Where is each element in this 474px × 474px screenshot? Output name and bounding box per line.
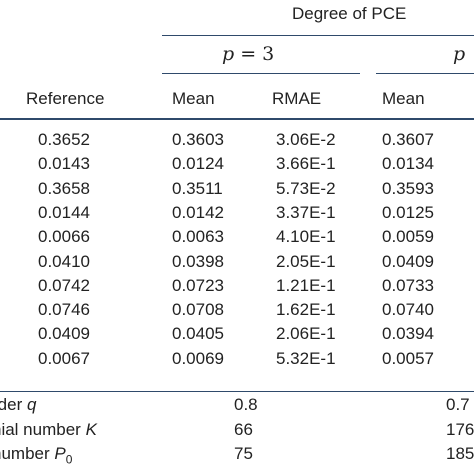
group-rule [162,35,474,36]
reference-cell: 0.3658 [38,178,90,198]
footer-label: rder q [0,395,37,414]
mean-cell: 0.3603 [172,130,224,149]
mean2-cell: 0.0057 [382,348,434,368]
body-bottom-rule [0,391,474,392]
footer-value: 75 [234,444,253,463]
mean2-cell: 0.3593 [382,178,434,198]
reference-cell: 0.0409 [38,324,90,344]
footer-label: nial number K [0,419,97,439]
rmae-cell: 5.32E-1 [276,348,336,368]
rmae-cell: 2.06E-1 [276,324,336,344]
mean2-cell: 0.3607 [382,130,434,149]
footer-value: 66 [234,419,253,439]
mean-cell: 0.0398 [172,251,224,271]
header-bottom-rule [0,118,474,120]
mean-cell: 0.0124 [172,154,224,174]
rmae-cell: 3.66E-1 [276,154,336,174]
mean-col-header-2: Mean [382,89,425,108]
mean-cell: 0.0063 [172,227,224,247]
rmae-cell: 1.62E-1 [276,300,336,320]
footer-value-2: 0.7 [446,395,470,414]
p-next-rule [376,73,474,74]
mean2-cell: 0.0409 [382,251,434,271]
reference-cell: 0.0746 [38,300,90,320]
p-next-label: p [453,43,466,65]
rmae-col-header: RMAE [272,89,322,108]
rmae-cell: 2.05E-1 [276,251,336,271]
rmae-cell: 4.10E-1 [276,227,336,247]
group-title: Degree of PCE [292,4,407,23]
mean2-cell: 0.0125 [382,202,434,222]
footer-value-2: 185 [446,444,474,463]
footer-value: 0.8 [234,395,258,414]
reference-cell: 0.0410 [38,251,90,271]
footer-value-2: 176 [446,419,474,439]
p3-label: p = 3 [222,43,275,65]
mean-cell: 0.0405 [172,324,224,344]
reference-cell: 0.0144 [38,202,90,222]
mean-cell: 0.0723 [172,275,224,295]
mean2-cell: 0.0394 [382,324,434,344]
mean-cell: 0.3511 [172,178,223,198]
reference-cell: 0.0742 [38,275,90,295]
rmae-cell: 5.73E-2 [276,178,336,198]
mean-cell: 0.0069 [172,348,224,368]
reference-col-header: Reference [26,89,105,108]
reference-cell: 0.0066 [38,227,90,247]
p3-rule [162,73,360,74]
mean-col-header: Mean [172,89,215,108]
mean-cell: 0.0142 [172,202,224,222]
reference-cell: 0.3652 [38,130,90,149]
rmae-cell: 1.21E-1 [276,275,336,295]
footer-label: number P0 [0,444,73,467]
mean2-cell: 0.0134 [382,154,434,174]
reference-cell: 0.0067 [38,348,90,368]
mean2-cell: 0.0059 [382,227,434,247]
mean-cell: 0.0708 [172,300,224,320]
mean2-cell: 0.0733 [382,275,434,295]
rmae-cell: 3.37E-1 [276,202,336,222]
rmae-cell: 3.06E-2 [276,130,336,149]
mean2-cell: 0.0740 [382,300,434,320]
reference-cell: 0.0143 [38,154,90,174]
